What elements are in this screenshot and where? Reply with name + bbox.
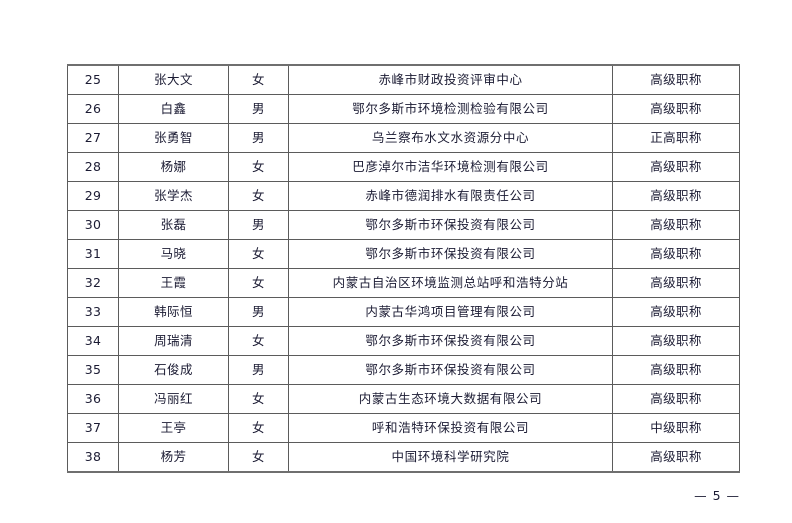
row-index-cell: 27 [67, 123, 119, 153]
row-name-cell: 白鑫 [118, 94, 229, 124]
row-index-cell: 26 [67, 94, 119, 124]
row-organization-cell: 鄂尔多斯市环保投资有限公司 [288, 355, 613, 385]
row-index-cell: 25 [67, 64, 119, 95]
row-index-cell: 28 [67, 152, 119, 182]
row-gender-cell: 男 [228, 94, 289, 124]
row-gender-cell: 女 [228, 239, 289, 269]
row-name-cell: 张磊 [118, 210, 229, 240]
table-row: 30 张磊男鄂尔多斯市环保投资有限公司 高级职称 [67, 210, 740, 240]
roster-table-container: 25 张大文女赤峰市财政投资评审中心 高级职称 26 白鑫男鄂尔多斯市环境检测检验有限公… [67, 64, 740, 473]
roster-table-body: 25 张大文女赤峰市财政投资评审中心 高级职称 26 白鑫男鄂尔多斯市环境检测检验有限公… [67, 64, 740, 473]
row-title-cell: 中级职称 [612, 413, 740, 443]
row-organization-cell: 乌兰察布水文水资源分中心 [288, 123, 613, 153]
table-row: 36 冯丽红女内蒙古生态环境大数据有限公司 高级职称 [67, 384, 740, 414]
row-gender-cell: 男 [228, 123, 289, 153]
row-gender-cell: 男 [228, 210, 289, 240]
row-organization-cell: 呼和浩特环保投资有限公司 [288, 413, 613, 443]
row-gender-cell: 女 [228, 64, 289, 95]
row-title-cell: 高级职称 [612, 268, 740, 298]
row-title-cell: 高级职称 [612, 94, 740, 124]
row-name-cell: 杨娜 [118, 152, 229, 182]
row-index-cell: 29 [67, 181, 119, 211]
table-row: 33 韩际恒男内蒙古华鸿项目管理有限公司 高级职称 [67, 297, 740, 327]
row-organization-cell: 中国环境科学研究院 [288, 442, 613, 473]
row-gender-cell: 女 [228, 326, 289, 356]
table-row: 26 白鑫男鄂尔多斯市环境检测检验有限公司 高级职称 [67, 94, 740, 124]
row-title-cell: 高级职称 [612, 355, 740, 385]
row-name-cell: 韩际恒 [118, 297, 229, 327]
table-row: 35 石俊成男鄂尔多斯市环保投资有限公司 高级职称 [67, 355, 740, 385]
table-row: 38 杨芳女中国环境科学研究院 高级职称 [67, 442, 740, 473]
row-gender-cell: 男 [228, 297, 289, 327]
row-gender-cell: 女 [228, 413, 289, 443]
row-organization-cell: 鄂尔多斯市环保投资有限公司 [288, 210, 613, 240]
row-organization-cell: 鄂尔多斯市环保投资有限公司 [288, 239, 613, 269]
row-index-cell: 36 [67, 384, 119, 414]
row-title-cell: 高级职称 [612, 152, 740, 182]
table-row: 37 王亭女呼和浩特环保投资有限公司 中级职称 [67, 413, 740, 443]
row-index-cell: 32 [67, 268, 119, 298]
row-gender-cell: 女 [228, 442, 289, 473]
row-name-cell: 王霞 [118, 268, 229, 298]
row-title-cell: 高级职称 [612, 181, 740, 211]
row-organization-cell: 内蒙古自治区环境监测总站呼和浩特分站 [288, 268, 613, 298]
row-organization-cell: 巴彦淖尔市洁华环境检测有限公司 [288, 152, 613, 182]
row-index-cell: 33 [67, 297, 119, 327]
row-index-cell: 35 [67, 355, 119, 385]
row-title-cell: 高级职称 [612, 297, 740, 327]
table-row: 28 杨娜女巴彦淖尔市洁华环境检测有限公司 高级职称 [67, 152, 740, 182]
table-row: 32 王霞女内蒙古自治区环境监测总站呼和浩特分站 高级职称 [67, 268, 740, 298]
row-name-cell: 杨芳 [118, 442, 229, 473]
table-row: 25 张大文女赤峰市财政投资评审中心 高级职称 [67, 64, 740, 95]
row-gender-cell: 女 [228, 181, 289, 211]
row-index-cell: 37 [67, 413, 119, 443]
row-name-cell: 马晓 [118, 239, 229, 269]
row-gender-cell: 女 [228, 268, 289, 298]
row-index-cell: 34 [67, 326, 119, 356]
row-name-cell: 张大文 [118, 64, 229, 95]
row-name-cell: 周瑞清 [118, 326, 229, 356]
roster-table: 25 张大文女赤峰市财政投资评审中心 高级职称 26 白鑫男鄂尔多斯市环境检测检验有限公… [67, 64, 740, 473]
row-name-cell: 冯丽红 [118, 384, 229, 414]
row-gender-cell: 女 [228, 384, 289, 414]
row-organization-cell: 鄂尔多斯市环境检测检验有限公司 [288, 94, 613, 124]
row-title-cell: 正高职称 [612, 123, 740, 153]
row-gender-cell: 男 [228, 355, 289, 385]
row-title-cell: 高级职称 [612, 384, 740, 414]
row-index-cell: 30 [67, 210, 119, 240]
row-name-cell: 王亭 [118, 413, 229, 443]
row-name-cell: 石俊成 [118, 355, 229, 385]
row-title-cell: 高级职称 [612, 239, 740, 269]
row-name-cell: 张勇智 [118, 123, 229, 153]
row-organization-cell: 赤峰市德润排水有限责任公司 [288, 181, 613, 211]
table-row: 29 张学杰女赤峰市德润排水有限责任公司 高级职称 [67, 181, 740, 211]
table-row: 34 周瑞清女鄂尔多斯市环保投资有限公司 高级职称 [67, 326, 740, 356]
row-organization-cell: 内蒙古华鸿项目管理有限公司 [288, 297, 613, 327]
row-index-cell: 31 [67, 239, 119, 269]
row-organization-cell: 鄂尔多斯市环保投资有限公司 [288, 326, 613, 356]
row-title-cell: 高级职称 [612, 326, 740, 356]
row-gender-cell: 女 [228, 152, 289, 182]
row-title-cell: 高级职称 [612, 442, 740, 473]
row-title-cell: 高级职称 [612, 64, 740, 95]
row-index-cell: 38 [67, 442, 119, 473]
row-organization-cell: 赤峰市财政投资评审中心 [288, 64, 613, 95]
table-row: 31 马晓女鄂尔多斯市环保投资有限公司 高级职称 [67, 239, 740, 269]
row-name-cell: 张学杰 [118, 181, 229, 211]
row-title-cell: 高级职称 [612, 210, 740, 240]
page-number: — 5 — [694, 488, 740, 503]
row-organization-cell: 内蒙古生态环境大数据有限公司 [288, 384, 613, 414]
table-row: 27 张勇智男乌兰察布水文水资源分中心 正高职称 [67, 123, 740, 153]
